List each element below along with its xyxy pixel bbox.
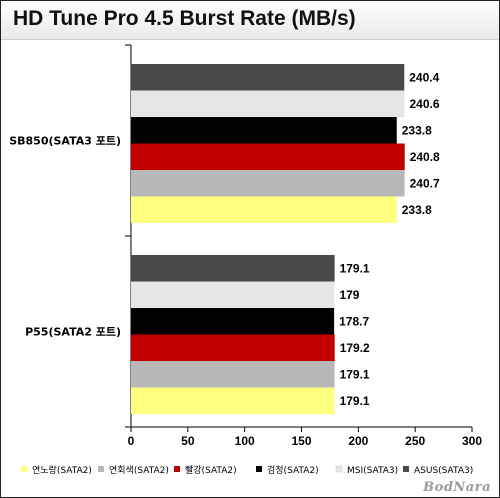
legend-entry: MSI(SATA3)	[347, 466, 398, 476]
x-tick-label: 0	[128, 434, 135, 448]
legend-swatch	[335, 465, 343, 473]
category-label: P55(SATA2 포트)	[25, 326, 121, 339]
bar	[131, 196, 397, 223]
data-label: 240.8	[410, 150, 440, 164]
x-tick-label: 150	[291, 434, 311, 448]
data-label: 233.8	[402, 203, 432, 217]
data-label: 178.7	[339, 314, 369, 328]
data-label: 179.1	[340, 367, 370, 381]
bar	[131, 170, 405, 197]
bar	[131, 64, 405, 91]
x-tick-label: 250	[405, 434, 425, 448]
bar	[131, 361, 335, 388]
data-label: 179.1	[340, 394, 370, 408]
data-label: 179.1	[340, 261, 370, 275]
title-bar: HD Tune Pro 4.5 Burst Rate (MB/s)	[1, 1, 499, 40]
bar	[131, 281, 335, 308]
x-tick-label: 100	[235, 434, 255, 448]
legend-swatch	[403, 466, 409, 472]
legend-swatch	[174, 466, 180, 472]
data-label: 179	[339, 288, 359, 302]
bar	[131, 334, 335, 361]
data-label: 233.8	[402, 123, 432, 137]
legend-entry: 연노랑(SATA2)	[32, 464, 92, 476]
bar	[131, 255, 335, 282]
data-label: 179.2	[340, 341, 370, 355]
bar	[131, 308, 335, 335]
data-label: 240.4	[409, 70, 439, 84]
legend-entry: 빨강(SATA2)	[185, 465, 237, 476]
bar	[131, 90, 405, 117]
data-label: 240.7	[410, 176, 440, 190]
watermark-logo: BodNara	[423, 480, 491, 495]
x-tick-label: 300	[462, 434, 482, 448]
bar	[131, 143, 405, 170]
bar	[131, 387, 335, 414]
legend-swatch	[98, 466, 104, 472]
legend-entry: 검정(SATA2)	[267, 464, 319, 476]
category-label: SB850(SATA3 포트)	[9, 135, 121, 148]
bar	[131, 117, 397, 144]
data-label: 240.6	[409, 97, 439, 111]
x-tick-label: 200	[348, 434, 368, 448]
legend-entry: 연회색(SATA2)	[109, 465, 169, 476]
legend-swatch	[256, 466, 262, 472]
x-tick-label: 50	[181, 434, 195, 448]
legend-swatch	[21, 466, 27, 472]
chart-title: HD Tune Pro 4.5 Burst Rate (MB/s)	[13, 7, 356, 30]
legend-entry: ASUS(SATA3)	[414, 466, 473, 476]
